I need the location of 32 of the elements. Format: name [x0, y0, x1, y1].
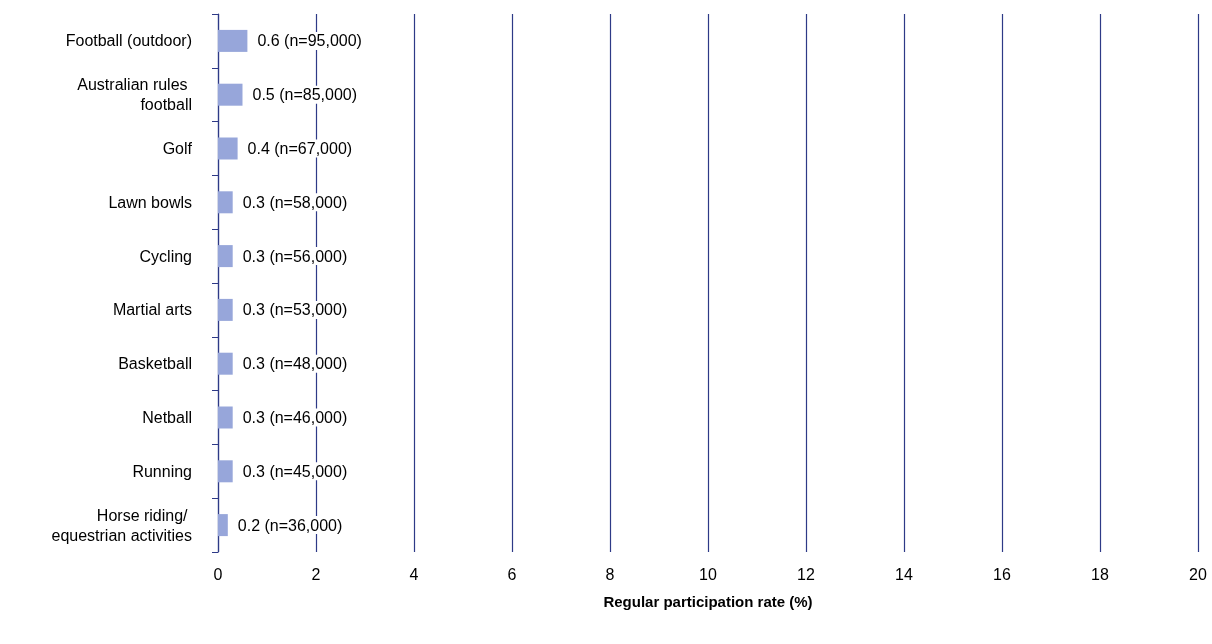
- x-tick-label: 8: [605, 565, 615, 583]
- y-tick-label: Basketball: [118, 355, 192, 373]
- y-tick-label: Horse riding/ equestrian activities: [51, 506, 192, 544]
- y-tick-label: Martial arts: [112, 301, 192, 319]
- data-label: 0.3 (n=48,000): [242, 355, 348, 373]
- y-tick-label: Australian rules football: [77, 76, 192, 114]
- data-label: 0.2 (n=36,000): [237, 516, 343, 534]
- x-tick-label: 18: [1091, 565, 1109, 583]
- data-label: 0.3 (n=53,000): [242, 301, 348, 319]
- x-tick-label: 20: [1189, 565, 1207, 583]
- x-tick-label: 2: [311, 565, 321, 583]
- x-tick-label: 10: [699, 565, 717, 583]
- data-label: 0.4 (n=67,000): [247, 140, 353, 157]
- x-tick-label: 14: [895, 565, 913, 583]
- x-tick-label: 4: [409, 565, 419, 583]
- data-label: 0.3 (n=56,000): [242, 247, 348, 265]
- y-tick-label: Lawn bowls: [108, 193, 192, 211]
- x-tick-label: 12: [797, 565, 815, 583]
- y-tick-label: Running: [132, 462, 192, 480]
- data-label: 0.3 (n=58,000): [242, 193, 348, 211]
- y-tick-label: Cycling: [139, 247, 192, 265]
- x-tick-label: 16: [993, 565, 1011, 583]
- data-label: 0.5 (n=85,000): [252, 86, 358, 104]
- data-label: 0.6 (n=95,000): [257, 32, 362, 50]
- x-axis-title: Regular participation rate (%): [603, 593, 813, 610]
- y-tick-label: Netball: [142, 409, 192, 426]
- data-label: 0.3 (n=46,000): [242, 409, 348, 426]
- data-label: 0.3 (n=45,000): [242, 462, 348, 480]
- x-tick-label: 0: [213, 565, 223, 583]
- x-tick-label: 6: [507, 565, 517, 583]
- y-tick-label: Football (outdoor): [65, 32, 192, 50]
- y-tick-label: Golf: [162, 140, 193, 157]
